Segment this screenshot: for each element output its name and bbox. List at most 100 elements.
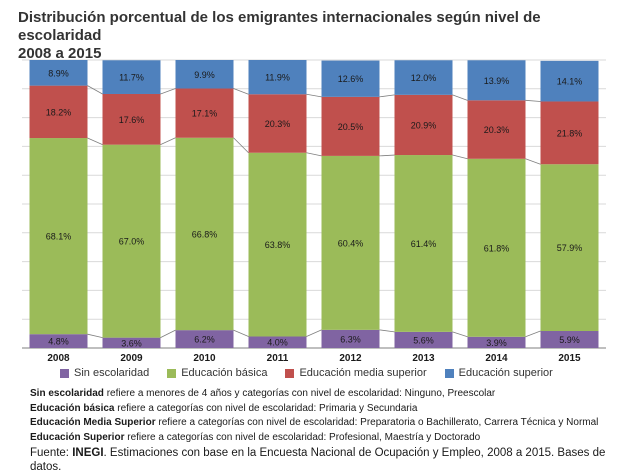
legend-label: Educación superior <box>458 367 553 379</box>
x-tick-label: 2015 <box>558 353 581 364</box>
bar-segment <box>394 60 453 95</box>
chart-notes: Sin escolaridad refiere a menores de 4 a… <box>30 387 622 474</box>
source-prefix: Fuente: <box>30 447 73 459</box>
series-connector-line <box>87 85 103 95</box>
chart-legend: Sin escolaridad Educación básica Educaci… <box>60 367 553 379</box>
bar-segment <box>540 331 599 348</box>
chart-x-tick-labels: 2008 2009 2010 2011 2012 2013 2014 2015 <box>47 353 581 364</box>
data-label: 9.9% <box>194 70 215 80</box>
series-connector-line <box>379 329 395 333</box>
data-label: 17.1% <box>192 109 218 119</box>
bar-segment <box>467 100 526 159</box>
bar-segment <box>175 88 234 138</box>
data-label: 12.0% <box>411 73 437 83</box>
bar-segment <box>102 144 161 338</box>
legend-swatch-sin-escolaridad <box>60 368 69 378</box>
data-label: 67.0% <box>119 237 145 247</box>
data-label: 4.8% <box>48 337 69 347</box>
data-label: 12.6% <box>338 74 364 84</box>
series-connector-line <box>233 329 249 337</box>
bar-segment <box>175 330 234 348</box>
data-label: 57.9% <box>557 243 583 253</box>
series-connector-line <box>452 331 468 338</box>
bar-segment <box>248 94 307 153</box>
stacked-bar-chart: 4.8% 68.1% 18.2% 8.9% 3.6% 67.0% 17.6% 11.7% 6.2… <box>22 59 606 364</box>
series-connector-line <box>160 88 176 95</box>
data-label: 6.3% <box>340 334 361 344</box>
legend-label: Sin escolaridad <box>74 367 150 379</box>
bar-segment <box>29 85 88 139</box>
legend-label: Educación básica <box>181 367 268 379</box>
bar-segment <box>467 60 526 101</box>
data-label: 18.2% <box>46 107 72 117</box>
legend-item-educacion-superior: Educación superior <box>444 367 553 379</box>
note-term: Educación Superior <box>30 431 125 443</box>
x-tick-label: 2011 <box>267 353 289 364</box>
bar-segment <box>175 137 234 331</box>
legend-item-educacion-basica: Educación básica <box>167 367 267 379</box>
bar-segment <box>540 101 599 165</box>
bar-segment <box>321 60 380 97</box>
bar-segment <box>467 336 526 348</box>
series-connector-line <box>379 154 395 157</box>
data-label: 61.8% <box>484 243 510 253</box>
data-label: 20.3% <box>484 125 510 135</box>
series-connector-line <box>306 152 322 157</box>
data-label: 4.0% <box>267 338 288 348</box>
note-text: refiere a categorías con nivel de escola… <box>155 417 599 428</box>
data-label: 20.9% <box>411 120 437 130</box>
data-label: 13.9% <box>484 76 510 86</box>
source-org: INEGI <box>72 447 104 459</box>
x-tick-label: 2013 <box>412 353 435 364</box>
bar-segment <box>102 93 161 145</box>
data-label: 68.1% <box>46 232 72 242</box>
bar-segment <box>467 158 526 337</box>
series-connector-line <box>452 94 468 101</box>
note-term: Educación Media Superior <box>30 417 156 428</box>
series-connector-line <box>160 329 176 338</box>
x-tick-label: 2012 <box>339 353 362 364</box>
data-label: 11.7% <box>119 73 144 83</box>
x-tick-label: 2008 <box>47 353 70 364</box>
data-label: 14.1% <box>557 77 583 87</box>
x-tick-label: 2009 <box>120 353 143 364</box>
bar-segment <box>102 60 161 94</box>
series-connector-line <box>87 137 103 146</box>
data-label: 6.2% <box>194 335 215 345</box>
series-connector-line <box>306 93 322 98</box>
note-line: Sin escolaridad refiere a menores de 4 a… <box>30 387 622 402</box>
bar-segment <box>394 94 453 156</box>
note-text: refiere a categorías con nivel de escola… <box>124 431 481 443</box>
bar-segment <box>248 60 307 95</box>
series-connector-line <box>525 158 541 165</box>
note-text: refiere a categorías con nivel de escola… <box>114 402 418 414</box>
series-connector-line <box>87 333 103 339</box>
legend-item-educacion-media-superior: Educación media superior <box>285 367 427 379</box>
series-connector-line <box>525 99 541 102</box>
chart-title-line1: Distribución porcentual de los emigrante… <box>18 9 541 44</box>
data-label: 66.8% <box>192 229 218 239</box>
bar-segment <box>248 152 307 337</box>
data-label: 20.5% <box>338 122 364 132</box>
note-line: Educación básica refiere a categorías co… <box>30 402 622 417</box>
data-label: 20.3% <box>265 119 291 129</box>
data-label: 3.9% <box>486 338 507 348</box>
data-label: 11.9% <box>265 73 290 83</box>
data-label: 5.9% <box>559 335 580 345</box>
bar-segment <box>29 138 88 335</box>
bar-segment <box>248 336 307 348</box>
series-connector-line <box>306 329 322 337</box>
data-label: 3.6% <box>121 338 142 348</box>
bar-segment <box>540 60 599 102</box>
bar-segment <box>321 96 380 156</box>
source-line: Fuente: INEGI. Estimaciones con base en … <box>30 446 622 474</box>
bar-segment <box>394 155 453 332</box>
note-term: Educación básica <box>30 402 115 414</box>
bar-segment <box>321 329 380 348</box>
note-line: Educación Media Superior refiere a categ… <box>30 416 622 431</box>
legend-item-sin-escolaridad: Sin escolaridad <box>60 367 149 379</box>
bar-segment <box>102 337 161 348</box>
bar-segment <box>540 164 599 332</box>
note-term: Sin escolaridad <box>30 388 104 399</box>
x-tick-label: 2014 <box>485 353 508 364</box>
